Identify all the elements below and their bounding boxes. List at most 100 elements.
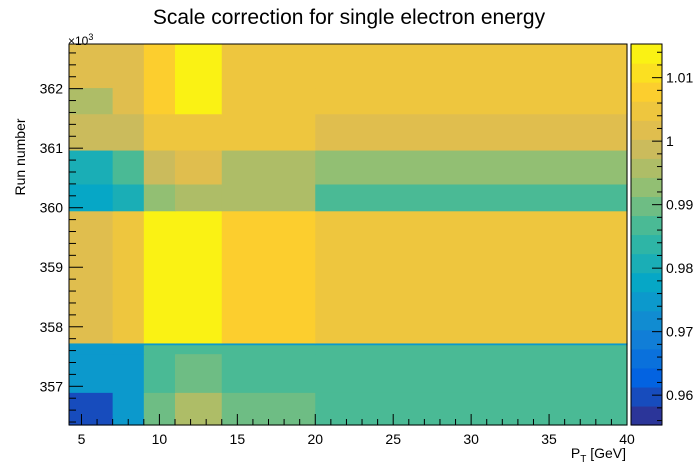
heatmap-cell: [69, 149, 114, 185]
y-multiplier-base: ×10: [68, 34, 89, 48]
heatmap-cell: [315, 183, 628, 212]
colorbar-tick-label: 0.96: [666, 387, 693, 403]
x-tick-label: 25: [385, 431, 401, 447]
heatmap-cell: [174, 392, 223, 426]
heatmap-cell: [221, 344, 316, 355]
colorbar-level: [631, 196, 662, 217]
colorbar-level: [631, 177, 662, 197]
x-tick-label: 20: [307, 431, 323, 447]
colorbar-level: [631, 272, 662, 293]
colorbar-level: [631, 386, 662, 407]
colorbar-level: [631, 253, 662, 274]
axes: 5 10 15 20 25 30 35 40 357 358 359 360 361 362: [40, 43, 635, 447]
heatmap-cell: [315, 44, 628, 89]
colorbar-level: [631, 310, 662, 331]
heatmap-cell: [112, 113, 145, 151]
heatmap-cell: [315, 149, 628, 185]
heatmap-cell: [143, 87, 176, 115]
colorbar-level: [631, 367, 662, 388]
x-tick-label: 15: [230, 431, 246, 447]
y-axis-label: Run number: [12, 118, 28, 195]
x-axis-label: PT [GeV]: [571, 445, 626, 465]
heatmap-cell: [112, 44, 145, 89]
heatmap-cell: [221, 149, 316, 185]
heatmap-cell: [221, 353, 316, 393]
heatmap-cell: [174, 183, 223, 212]
colorbar-level: [631, 158, 662, 178]
heatmap-cell: [112, 87, 145, 115]
colorbar-level: [631, 82, 662, 102]
colorbar: 0.96 0.97 0.98 0.99 1 1.01: [630, 43, 693, 426]
x-tick-label: 10: [152, 431, 168, 447]
heatmap-cell: [315, 342, 628, 346]
colorbar-level: [631, 234, 662, 255]
colorbar-level: [631, 291, 662, 312]
heatmap-cells: [69, 44, 628, 426]
heatmap-cell: [174, 149, 223, 185]
heatmap-cell: [174, 342, 223, 346]
colorbar-tick-label: 0.99: [666, 197, 693, 213]
heatmap-cell: [174, 344, 223, 355]
heatmap-cell: [69, 183, 114, 212]
heatmap-cell: [69, 342, 114, 346]
heatmap-cell: [143, 44, 176, 89]
colorbar-level: [631, 63, 662, 83]
x-tick-label: 5: [78, 431, 86, 447]
x-tick-label: 35: [541, 431, 557, 447]
heatmap-cell: [112, 210, 145, 344]
y-tick-label: 362: [40, 81, 64, 97]
heatmap-cell: [143, 210, 176, 344]
plot-frame: [68, 43, 628, 426]
y-tick-label: 360: [40, 200, 64, 216]
heatmap-cell: [69, 344, 114, 355]
heatmap-cell: [69, 44, 114, 89]
heatmap-cell: [315, 344, 628, 355]
heatmap-cell: [112, 183, 145, 212]
y-axis-multiplier: ×103: [68, 32, 93, 48]
y-tick-label: 358: [40, 319, 64, 335]
chart-title: Scale correction for single electron ene…: [153, 6, 546, 29]
heatmap-cell: [112, 342, 145, 346]
heatmap-cell: [315, 113, 628, 151]
colorbar-tick-label: 0.98: [666, 260, 693, 276]
heatmap-cell: [221, 342, 316, 346]
colorbar-level: [631, 348, 662, 369]
heatmap-cell: [315, 210, 628, 344]
colorbar-level: [631, 329, 662, 350]
heatmap-cell: [69, 87, 114, 115]
heatmap-cell: [174, 353, 223, 393]
y-tick-label: 359: [40, 259, 64, 275]
heatmap-cell: [174, 87, 223, 115]
heatmap-cell: [174, 44, 223, 89]
heatmap-cell: [143, 353, 176, 393]
x-axis-label-sub: T: [580, 454, 586, 465]
heatmap-cell: [143, 149, 176, 185]
heatmap-cell: [69, 353, 114, 393]
heatmap-cell: [143, 344, 176, 355]
x-axis-label-main: P: [571, 445, 580, 461]
heatmap-cell: [221, 183, 316, 212]
heatmap-cell: [69, 210, 114, 344]
y-tick-label: 361: [40, 140, 64, 156]
colorbar-tick-label: 1.01: [666, 70, 693, 86]
heatmap-cell: [143, 342, 176, 346]
heatmap-cell: [315, 353, 628, 393]
heatmap-cell: [174, 210, 223, 344]
x-tick-label: 40: [619, 431, 635, 447]
heatmap-cell: [221, 87, 316, 115]
heatmap-cell: [315, 87, 628, 115]
colorbar-tick-label: 0.97: [666, 324, 693, 340]
heatmap-cell: [69, 392, 114, 426]
heatmap-cell: [112, 344, 145, 355]
colorbar-level: [631, 139, 662, 159]
colorbar-level: [631, 120, 662, 140]
x-tick-label: 30: [463, 431, 479, 447]
x-axis-label-unit: [GeV]: [586, 445, 626, 461]
colorbar-tick-label: 1: [666, 133, 674, 149]
heatmap-cell: [221, 210, 316, 344]
heatmap-cell: [112, 149, 145, 185]
colorbar-level: [631, 215, 662, 236]
colorbar-level: [631, 405, 662, 426]
heatmap-cell: [69, 113, 114, 151]
